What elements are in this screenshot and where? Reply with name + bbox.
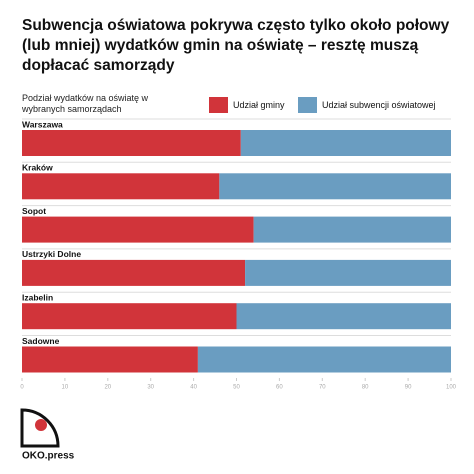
x-tick-label: 80 (362, 385, 369, 391)
logo-text: OKO.press (22, 451, 75, 462)
x-tick-label: 100 (446, 385, 457, 391)
chart-subtitle: Podział wydatków na oświatę w wybranych … (22, 93, 149, 114)
x-tick-label: 0 (20, 385, 24, 391)
x-tick-label: 10 (62, 385, 69, 391)
bar-segment (197, 346, 451, 373)
bar-segment (219, 173, 451, 200)
bar-segment (253, 216, 451, 243)
x-tick-label: 70 (319, 385, 326, 391)
x-tick-label: 30 (147, 385, 154, 391)
x-tick-label: 60 (276, 385, 283, 391)
bar-segment (22, 173, 220, 200)
category-label: Ustrzyki Dolne (22, 249, 81, 259)
category-label: Warszawa (22, 119, 63, 129)
legend-label: Udział gminy (233, 100, 285, 110)
legend-swatch (298, 97, 317, 113)
x-tick-label: 40 (190, 385, 197, 391)
category-label: Sopot (22, 206, 46, 216)
bar-segment (245, 259, 451, 286)
bar-segment (22, 346, 198, 373)
category-label: Izabelin (22, 292, 53, 302)
chart-title: Subwencja oświatowa pokrywa często tylko… (22, 17, 450, 74)
legend-label: Udział subwencji oświatowej (322, 100, 436, 110)
bar-segment (22, 130, 241, 156)
legend-swatch (209, 97, 228, 113)
bar-segment (22, 303, 237, 330)
x-tick-label: 90 (405, 385, 412, 391)
category-label: Kraków (22, 163, 53, 173)
logo-dot (35, 419, 47, 431)
category-label: Sadowne (22, 336, 60, 346)
bar-segment (240, 130, 451, 156)
bar-segment (22, 216, 254, 243)
x-tick-label: 20 (104, 385, 111, 391)
x-tick-label: 50 (233, 385, 240, 391)
logo-shape (20, 408, 60, 448)
bar-segment (22, 259, 246, 286)
bar-segment (236, 303, 451, 330)
